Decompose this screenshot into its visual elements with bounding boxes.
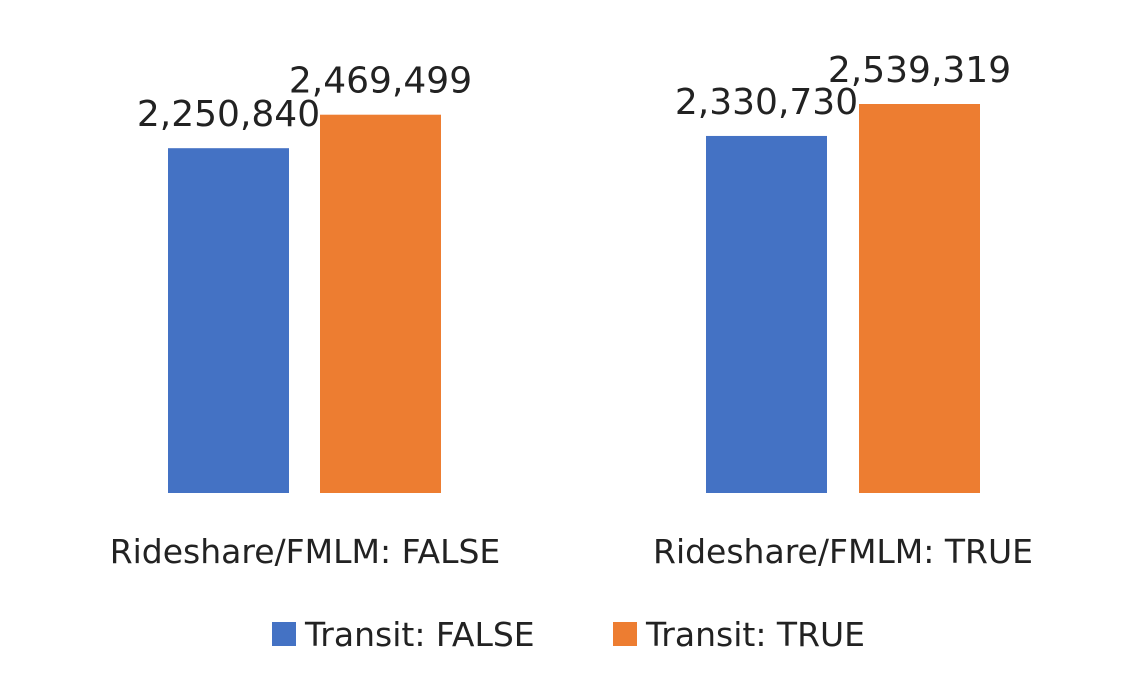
data-labels-group: 2,250,840 2,330,730 2,469,499 2,539,319	[137, 50, 1011, 135]
data-label-transit-false-cat-1: 2,330,730	[675, 82, 858, 123]
legend-label-transit-false: Transit: FALSE	[304, 615, 535, 654]
data-label-transit-true-cat-1: 2,539,319	[828, 50, 1011, 91]
data-label-transit-false-cat-0: 2,250,840	[137, 94, 320, 135]
legend-swatch-transit-false	[272, 622, 296, 646]
category-label-1: Rideshare/FMLM: TRUE	[653, 532, 1033, 571]
data-label-transit-true-cat-0: 2,469,499	[289, 61, 472, 102]
category-label-0: Rideshare/FMLM: FALSE	[110, 532, 501, 571]
bar-transit-false-cat-1	[706, 135, 827, 493]
legend: Transit: FALSE Transit: TRUE	[272, 615, 865, 654]
bar-transit-true-cat-1	[859, 104, 980, 493]
legend-label-transit-true: Transit: TRUE	[645, 615, 865, 654]
bars-group	[168, 104, 980, 493]
bar-transit-true-cat-0	[320, 114, 441, 493]
bar-transit-false-cat-0	[168, 148, 289, 493]
legend-swatch-transit-true	[613, 622, 637, 646]
